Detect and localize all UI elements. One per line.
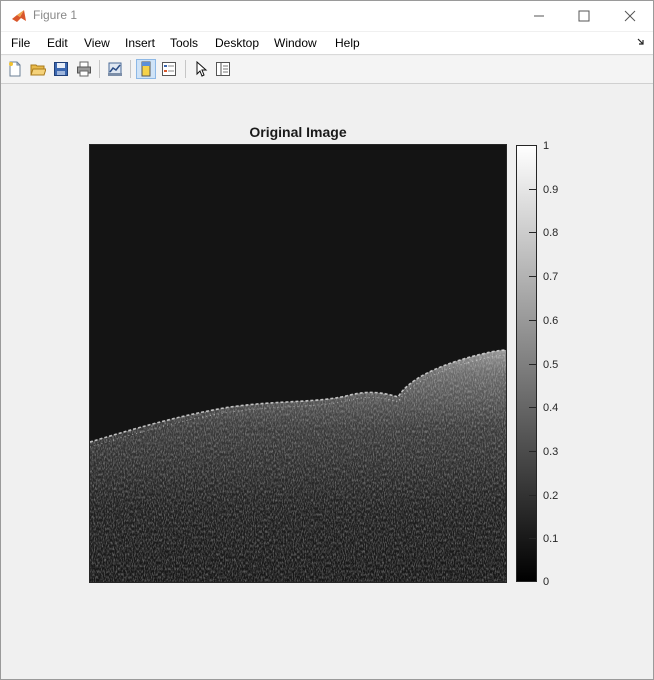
colorbar-tick-label: 0.9 [543,183,559,196]
maximize-icon [578,10,590,22]
insert-legend-button[interactable] [159,59,179,79]
close-icon [624,10,636,22]
title-bar[interactable]: Figure 1 [1,1,653,31]
figure-canvas: Original Image [1,84,653,679]
save-button[interactable] [51,59,71,79]
colorbar-tick [529,581,537,582]
menu-insert[interactable]: Insert [125,36,156,50]
figure-toolbar [1,56,653,84]
colorbar-tick-label: 0.4 [543,402,559,415]
colorbar-tick [529,145,537,146]
menu-window[interactable]: Window [274,36,317,50]
colorbar-tick [529,363,537,365]
open-file-button[interactable] [28,59,48,79]
window-title: Figure 1 [33,8,78,22]
menu-view[interactable]: View [84,36,110,50]
colorbar-tick [529,276,537,278]
image-axes[interactable] [89,144,507,583]
menu-tools[interactable]: Tools [170,36,199,50]
property-inspector-button[interactable] [213,59,233,79]
new-figure-button[interactable] [5,59,25,79]
colorbar-tick-label: 0.5 [543,358,559,371]
colorbar-tick-label: 0.8 [543,227,559,240]
select-arrow-button[interactable] [191,59,211,79]
menu-file[interactable]: File [11,36,31,50]
colorbar-tick [529,494,537,496]
link-plot-icon [108,62,122,76]
save-icon [54,62,68,76]
minimize-button[interactable] [516,1,562,31]
matlab-icon [12,10,26,22]
insert-colorbar-button[interactable] [136,59,156,79]
property-inspector-icon [216,62,230,76]
open-file-icon [30,64,46,76]
colorbar-tick [529,538,537,540]
colorbar-tick-label: 0.3 [543,445,559,458]
menu-desktop[interactable]: Desktop [215,36,260,50]
close-button[interactable] [607,1,653,31]
colorbar-tick [529,407,537,409]
minimize-icon [534,15,544,17]
oct-image [90,145,506,582]
insert-legend-icon [162,62,176,76]
toolbar-separator [185,60,186,78]
insert-colorbar-icon [141,61,151,77]
print-icon [77,61,91,77]
colorbar-tick-label: 0.2 [543,489,559,502]
print-button[interactable] [74,59,94,79]
link-plot-button[interactable] [105,59,125,79]
maximize-button[interactable] [561,1,607,31]
toolbar-separator [99,60,100,78]
menu-help[interactable]: Help [335,36,360,50]
menu-edit[interactable]: Edit [47,36,68,50]
colorbar-tick-label: 0.1 [543,533,559,546]
toolbar-separator [130,60,131,78]
colorbar-tick [529,232,537,234]
colorbar-tick-label: 0.7 [543,271,559,284]
colorbar-tick [529,319,537,321]
menu-bar: File Edit View Insert Tools Desktop Wind… [1,32,653,55]
colorbar-tick-label: 0.6 [543,314,559,327]
plot-title: Original Image [249,124,347,140]
colorbar-tick-label: 0 [543,576,550,588]
select-arrow-icon [196,61,208,77]
colorbar-tick [529,450,537,452]
colorbar-tick [529,188,537,190]
new-figure-icon [9,61,21,77]
dock-arrow-icon[interactable] [637,38,645,46]
colorbar-tick-label: 1 [543,140,550,152]
